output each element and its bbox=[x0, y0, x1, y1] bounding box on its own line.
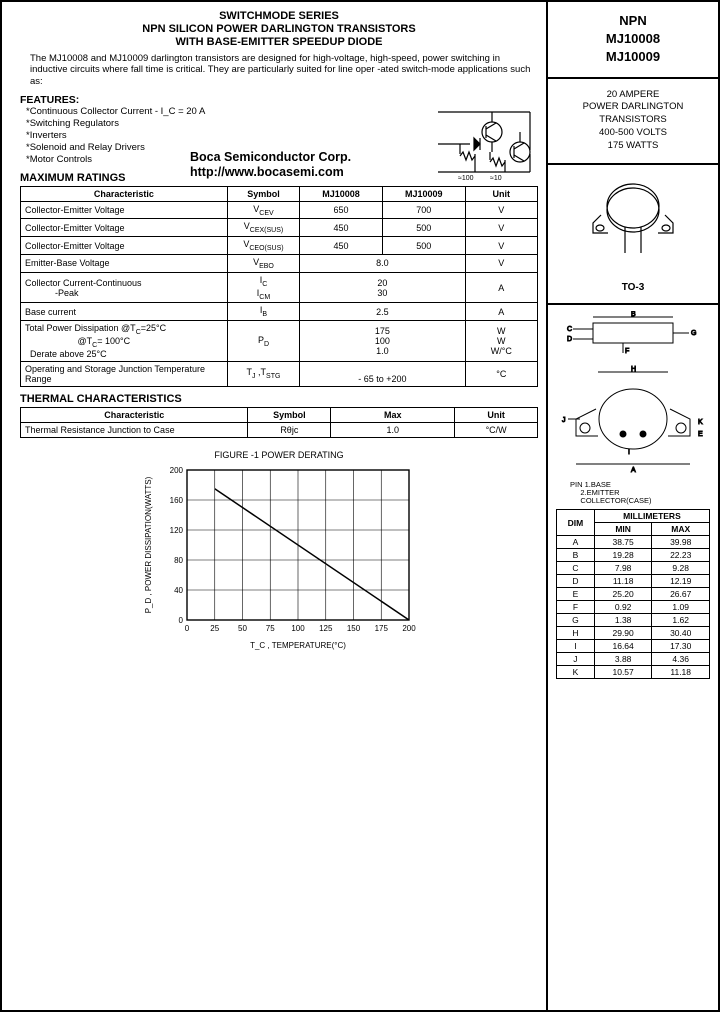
table-row: Base currentIB2.5A bbox=[21, 303, 538, 321]
title-block: SWITCHMODE SERIES NPN SILICON POWER DARL… bbox=[20, 10, 538, 50]
svg-text:25: 25 bbox=[210, 624, 219, 633]
company-url: http://www.bocasemi.com bbox=[190, 165, 351, 180]
table-row: Operating and Storage Junction Temperatu… bbox=[21, 361, 538, 386]
table-row: D11.1812.19 bbox=[557, 575, 710, 588]
spec-box: 20 AMPERE POWER DARLINGTON TRANSISTORS 4… bbox=[548, 79, 718, 165]
package-label: TO-3 bbox=[554, 282, 712, 293]
svg-text:0: 0 bbox=[179, 616, 184, 625]
table-row: DIMMILLIMETERS bbox=[557, 510, 710, 523]
table-row: H29.9030.40 bbox=[557, 627, 710, 640]
table-row: G1.381.62 bbox=[557, 614, 710, 627]
outline-bottom-icon: H A J KE I bbox=[558, 364, 708, 474]
thermal-table: Characteristic Symbol Max Unit Thermal R… bbox=[20, 407, 538, 438]
col-sym: Symbol bbox=[227, 186, 299, 201]
table-row: Collector-Emitter VoltageVCEV650700V bbox=[21, 201, 538, 219]
svg-text:B: B bbox=[631, 311, 636, 318]
derating-chart: FIGURE -1 POWER DERATING 0 25 50 75 100 125 15… bbox=[20, 450, 538, 652]
col-unit: Unit bbox=[465, 186, 537, 201]
table-row: Collector-Emitter VoltageVCEO(SUS)450500… bbox=[21, 237, 538, 255]
svg-text:120: 120 bbox=[170, 526, 184, 535]
col-char: Characteristic bbox=[21, 186, 228, 201]
sidebar: NPN MJ10008 MJ10009 20 AMPERE POWER DARL… bbox=[546, 2, 718, 1010]
chart-title: FIGURE -1 POWER DERATING bbox=[20, 450, 538, 460]
pin-note: PIN 1.BASE 2.EMITTER COLLECTOR(CASE) bbox=[570, 481, 710, 506]
svg-text:C: C bbox=[567, 326, 572, 333]
r2-label: ≈10 bbox=[490, 175, 502, 182]
svg-text:50: 50 bbox=[238, 624, 247, 633]
table-row: Total Power Dissipation @TC=25°C @TC= 10… bbox=[21, 321, 538, 362]
col-p1: MJ10008 bbox=[300, 186, 383, 201]
ratings-table: Characteristic Symbol MJ10008 MJ10009 Un… bbox=[20, 186, 538, 387]
svg-text:T_C , TEMPERATURE(°C): T_C , TEMPERATURE(°C) bbox=[250, 641, 346, 650]
table-row: E25.2026.67 bbox=[557, 588, 710, 601]
to3-package-icon bbox=[583, 175, 683, 275]
company-overlay: Boca Semiconductor Corp. http://www.boca… bbox=[190, 150, 351, 180]
svg-text:A: A bbox=[631, 467, 636, 474]
svg-text:40: 40 bbox=[174, 586, 183, 595]
svg-text:160: 160 bbox=[170, 496, 184, 505]
dimensions-table: DIMMILLIMETERS MINMAX A38.7539.98B19.282… bbox=[556, 509, 710, 679]
svg-text:125: 125 bbox=[319, 624, 333, 633]
title-line-1: SWITCHMODE SERIES bbox=[20, 10, 538, 23]
part-2: MJ10009 bbox=[554, 48, 712, 66]
svg-text:D: D bbox=[567, 336, 572, 343]
table-row: J3.884.36 bbox=[557, 653, 710, 666]
table-row: F0.921.09 bbox=[557, 601, 710, 614]
svg-text:0: 0 bbox=[185, 624, 190, 633]
svg-text:K: K bbox=[698, 419, 703, 426]
table-row: C7.989.28 bbox=[557, 562, 710, 575]
svg-text:150: 150 bbox=[347, 624, 361, 633]
svg-text:E: E bbox=[698, 431, 703, 438]
type-label: NPN bbox=[554, 12, 712, 30]
company-name: Boca Semiconductor Corp. bbox=[190, 150, 351, 165]
svg-text:80: 80 bbox=[174, 556, 183, 565]
derating-chart-svg: 0 25 50 75 100 125 150 175 200 0 40 80 120 160 200 T_C … bbox=[139, 462, 419, 652]
svg-text:G: G bbox=[691, 330, 696, 337]
col-p2: MJ10009 bbox=[382, 186, 465, 201]
svg-text:P_D , POWER DISSIPATION(WATTS): P_D , POWER DISSIPATION(WATTS) bbox=[144, 476, 153, 613]
svg-text:I: I bbox=[628, 449, 630, 456]
package-box: TO-3 bbox=[548, 165, 718, 305]
table-row: A38.7539.98 bbox=[557, 536, 710, 549]
outline-top-icon: B C D F G bbox=[563, 311, 703, 361]
circuit-schematic-icon: ≈100 ≈10 bbox=[430, 102, 540, 182]
main-content: SWITCHMODE SERIES NPN SILICON POWER DARL… bbox=[2, 2, 546, 1010]
svg-text:H: H bbox=[631, 366, 636, 373]
table-row: Collector-Emitter VoltageVCEX(SUS)450500… bbox=[21, 219, 538, 237]
table-row: Emitter-Base VoltageVEBO8.0V bbox=[21, 254, 538, 272]
table-row: B19.2822.23 bbox=[557, 549, 710, 562]
svg-text:175: 175 bbox=[375, 624, 389, 633]
r1-label: ≈100 bbox=[458, 175, 474, 182]
table-row: K10.5711.18 bbox=[557, 666, 710, 679]
svg-text:75: 75 bbox=[266, 624, 275, 633]
svg-text:200: 200 bbox=[170, 466, 184, 475]
svg-text:F: F bbox=[625, 348, 629, 355]
svg-text:J: J bbox=[562, 417, 566, 424]
table-row: Characteristic Symbol Max Unit bbox=[21, 407, 538, 422]
intro-text: The MJ10008 and MJ10009 darlington trans… bbox=[30, 53, 538, 89]
table-row: I16.6417.30 bbox=[557, 640, 710, 653]
svg-text:100: 100 bbox=[291, 624, 305, 633]
svg-text:200: 200 bbox=[402, 624, 416, 633]
dimensions-box: B C D F G H A J KE I bbox=[548, 305, 718, 1010]
title-line-2: NPN SILICON POWER DARLINGTON TRANSISTORS bbox=[20, 23, 538, 36]
part-number-box: NPN MJ10008 MJ10009 bbox=[548, 2, 718, 79]
title-line-3: WITH BASE-EMITTER SPEEDUP DIODE bbox=[20, 36, 538, 49]
table-row: Collector Current-Continuous -PeakICICM2… bbox=[21, 272, 538, 303]
table-row: Thermal Resistance Junction to Case Rθjc… bbox=[21, 422, 538, 437]
thermal-header: THERMAL CHARACTERISTICS bbox=[20, 393, 538, 405]
table-row: Characteristic Symbol MJ10008 MJ10009 Un… bbox=[21, 186, 538, 201]
part-1: MJ10008 bbox=[554, 30, 712, 48]
